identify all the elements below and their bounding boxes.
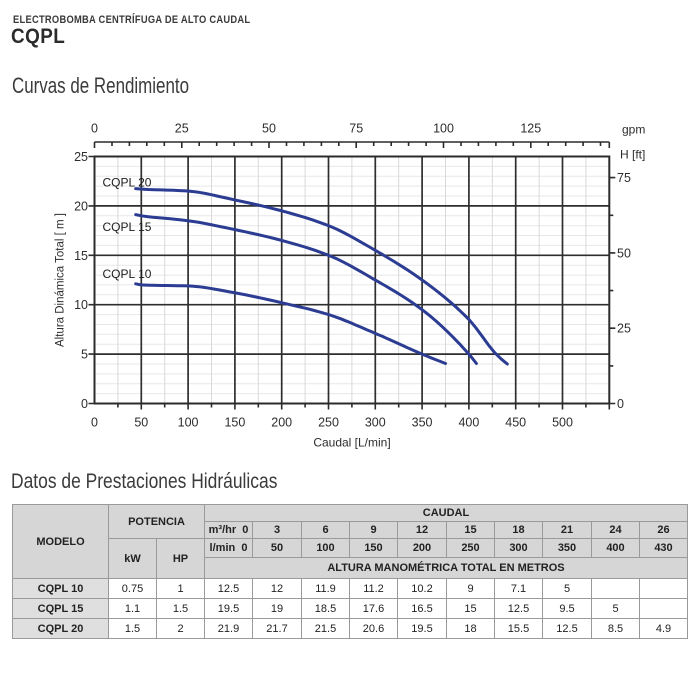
svg-text:250: 250 xyxy=(318,416,339,430)
svg-text:50: 50 xyxy=(617,246,631,260)
svg-text:0: 0 xyxy=(91,416,98,430)
svg-text:Altura Dinámica Total [ m ]: Altura Dinámica Total [ m ] xyxy=(55,213,67,347)
svg-text:0: 0 xyxy=(91,121,98,135)
svg-text:100: 100 xyxy=(178,416,199,430)
svg-text:5: 5 xyxy=(81,348,88,362)
svg-text:500: 500 xyxy=(552,416,573,430)
svg-text:0: 0 xyxy=(81,397,88,411)
svg-text:75: 75 xyxy=(349,121,363,135)
svg-text:150: 150 xyxy=(224,416,245,430)
svg-text:25: 25 xyxy=(617,322,631,336)
svg-text:15: 15 xyxy=(74,249,88,263)
svg-text:350: 350 xyxy=(412,416,433,430)
svg-text:400: 400 xyxy=(458,416,479,430)
svg-text:300: 300 xyxy=(365,416,386,430)
svg-text:20: 20 xyxy=(74,199,88,213)
svg-text:75: 75 xyxy=(617,171,631,185)
svg-text:CQPL 15: CQPL 15 xyxy=(103,220,152,234)
svg-text:50: 50 xyxy=(262,121,276,135)
svg-text:25: 25 xyxy=(175,121,189,135)
svg-text:200: 200 xyxy=(271,416,292,430)
svg-text:125: 125 xyxy=(520,121,541,135)
svg-text:CQPL 20: CQPL 20 xyxy=(103,176,152,190)
svg-text:H [ft]: H [ft] xyxy=(620,148,645,162)
svg-text:0: 0 xyxy=(617,397,624,411)
svg-text:CQPL 10: CQPL 10 xyxy=(103,267,152,281)
svg-text:100: 100 xyxy=(433,121,454,135)
svg-text:450: 450 xyxy=(505,416,526,430)
svg-text:gpm: gpm xyxy=(622,123,645,137)
svg-text:Caudal [L/min]: Caudal [L/min] xyxy=(313,436,390,450)
svg-text:10: 10 xyxy=(74,298,88,312)
svg-text:50: 50 xyxy=(134,416,148,430)
svg-text:25: 25 xyxy=(74,150,88,164)
